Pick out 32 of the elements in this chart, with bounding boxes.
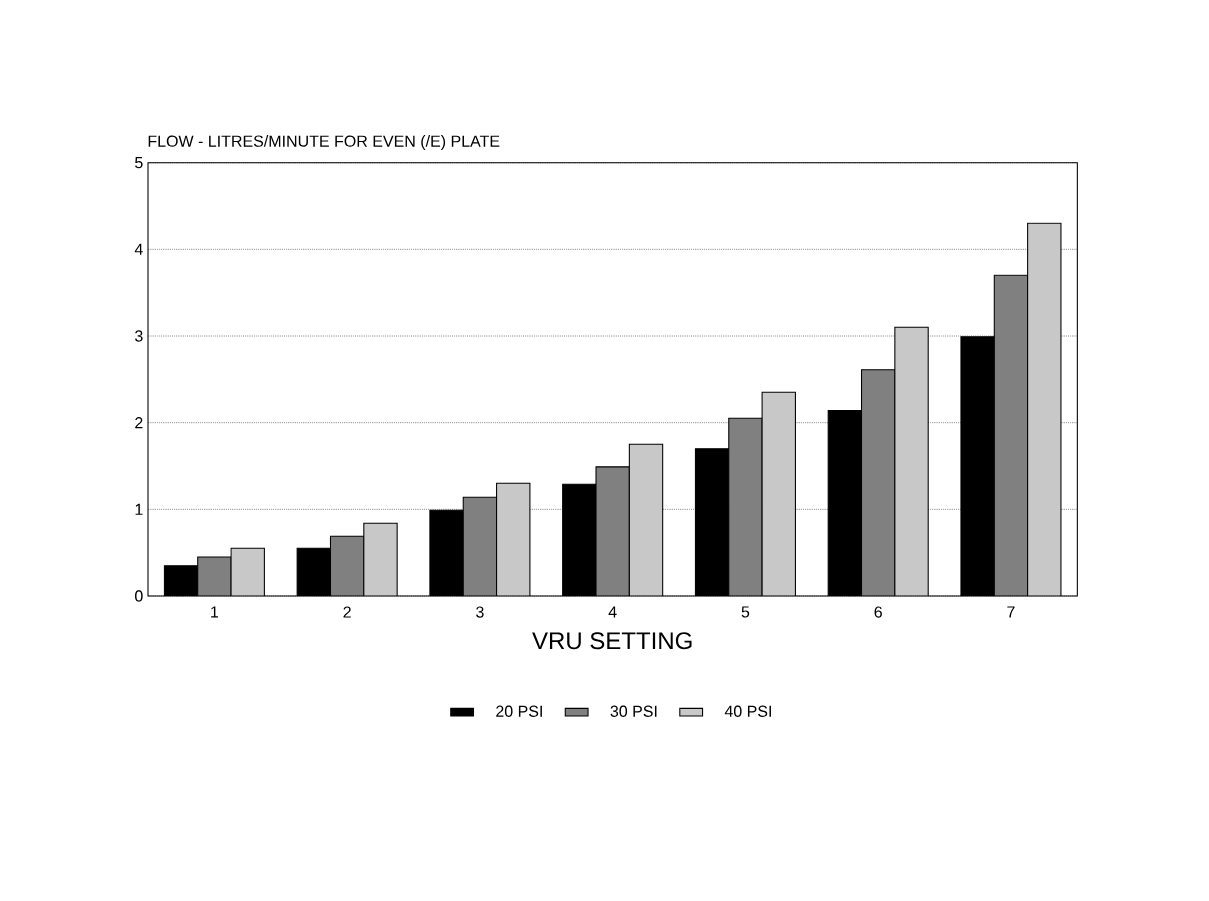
legend-label: 30 PSI (610, 705, 657, 717)
y-tick-label: 2 (135, 417, 143, 429)
x-tick-label: 7 (1007, 606, 1015, 618)
legend-label: 40 PSI (724, 705, 771, 717)
bar (596, 466, 630, 596)
x-tick-label: 3 (476, 606, 484, 618)
x-axis-title: VRU SETTING (532, 632, 692, 650)
y-tick-label: 4 (134, 243, 143, 255)
y-tick-label: 1 (135, 503, 143, 515)
y-tick-label: 3 (135, 330, 143, 342)
bar (363, 523, 398, 596)
bar (894, 327, 929, 596)
x-tick-label: 4 (608, 606, 617, 618)
bar (231, 548, 265, 596)
bar (463, 497, 497, 596)
legend-label: 20 PSI (496, 705, 542, 717)
bar (330, 536, 364, 596)
chart-title: FLOW - LITRES/MINUTE FOR EVEN (/E) PLATE (148, 135, 500, 150)
x-tick-label: 2 (343, 606, 351, 618)
bar (861, 369, 895, 596)
y-tick-label: 0 (135, 590, 143, 602)
bar (629, 444, 663, 596)
x-tick-label: 1 (211, 606, 219, 618)
bar (762, 392, 796, 596)
bar (728, 418, 763, 596)
bar (1027, 222, 1062, 596)
bar (496, 483, 530, 596)
bar (993, 274, 1029, 596)
x-tick-label: 6 (874, 606, 882, 618)
x-tick-label: 5 (741, 606, 750, 618)
y-tick-label: 5 (135, 157, 143, 169)
bar (197, 557, 232, 596)
